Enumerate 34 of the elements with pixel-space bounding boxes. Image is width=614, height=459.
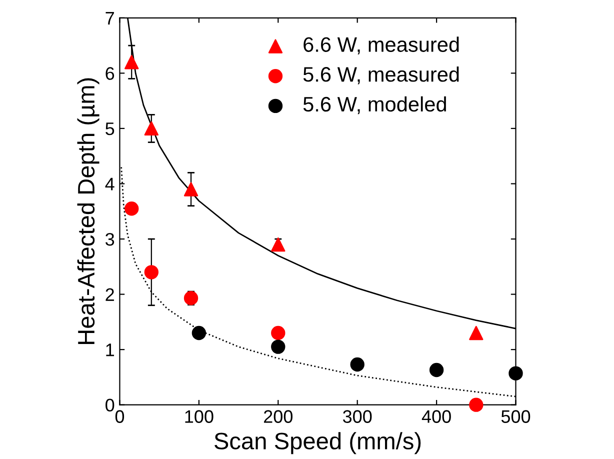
point [144, 121, 159, 136]
y-tick-label: 0 [106, 398, 114, 412]
point [469, 398, 484, 412]
point [271, 326, 286, 340]
y-tick-label: 4 [105, 178, 114, 190]
point [144, 265, 159, 280]
legend-label: 5.6 W, modeled [303, 96, 446, 114]
point [271, 340, 286, 354]
point [184, 182, 198, 196]
point [192, 326, 206, 340]
y-axis-title: Heat-Affected Depth (µm) [77, 78, 100, 344]
legend-label: 5.6 W, measured [303, 66, 459, 84]
x-tick-label: 100 [185, 410, 214, 423]
point [469, 326, 484, 340]
x-tick-label: 400 [422, 410, 451, 423]
x-tick-label: 0 [115, 410, 124, 423]
point [184, 291, 198, 306]
x-tick-label: 200 [264, 410, 292, 423]
x-tick-label: 300 [342, 410, 372, 423]
point [350, 357, 364, 372]
y-tick-label: 6 [106, 67, 114, 80]
y-tick-label: 2 [106, 288, 114, 301]
y-tick-label: 7 [106, 12, 114, 24]
x-axis-title: Scan Speed (mm/s) [214, 432, 421, 454]
legend-label: 6.6 W, measured [304, 36, 459, 54]
x-tick-label: 500 [501, 410, 530, 423]
point [508, 366, 523, 380]
y-tick-label: 5 [106, 122, 114, 136]
point [124, 55, 139, 70]
point [429, 362, 444, 378]
y-tick-label: 3 [106, 232, 114, 246]
y-tick-label: 1 [106, 344, 114, 356]
point [271, 237, 286, 252]
point [124, 202, 139, 216]
